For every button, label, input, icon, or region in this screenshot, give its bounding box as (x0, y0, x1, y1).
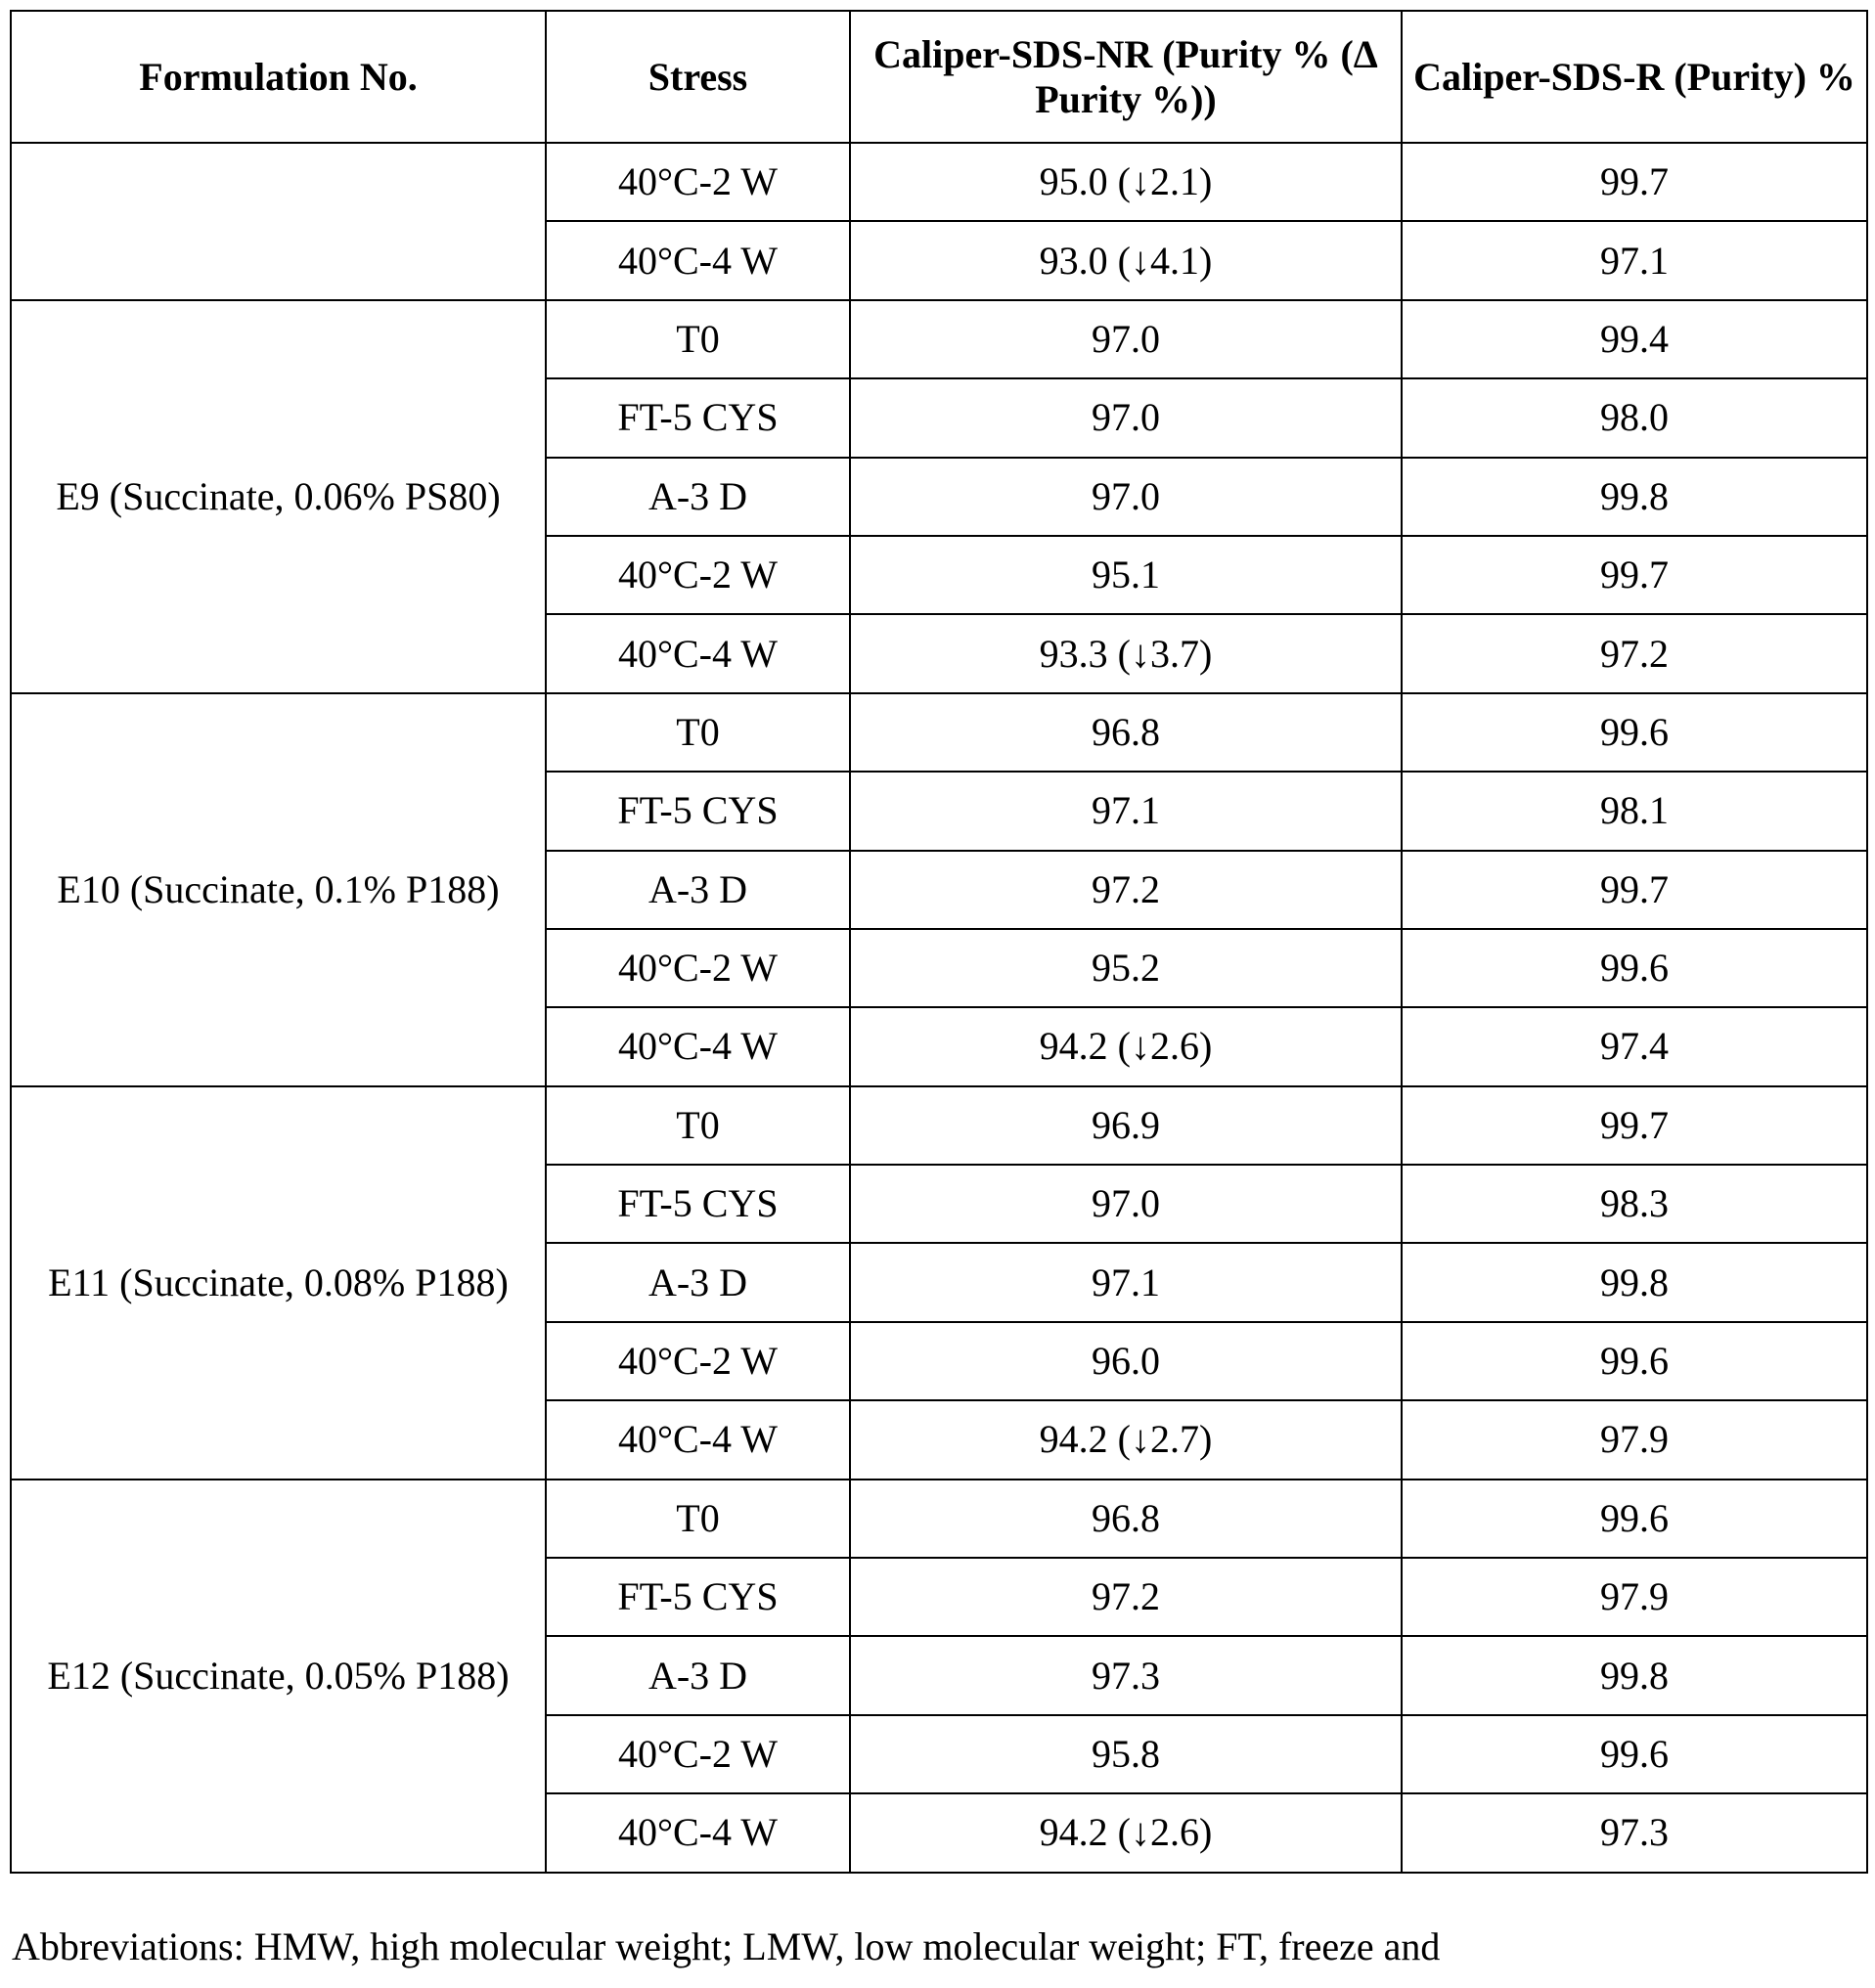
table-cell: 94.2 (↓2.6) (850, 1007, 1402, 1085)
table-cell: 99.8 (1402, 458, 1867, 536)
table-cell: 40°C-4 W (546, 221, 850, 299)
table-cell: 99.6 (1402, 1480, 1867, 1558)
table-cell: 95.1 (850, 536, 1402, 614)
table-cell: 99.7 (1402, 851, 1867, 929)
table-cell: 99.4 (1402, 300, 1867, 378)
table-cell: 40°C-4 W (546, 1007, 850, 1085)
table-cell: 40°C-2 W (546, 1322, 850, 1400)
table-row: E9 (Succinate, 0.06% PS80)T097.099.4 (11, 300, 1867, 378)
table-cell: 97.3 (850, 1636, 1402, 1714)
table-cell: FT-5 CYS (546, 772, 850, 850)
table-cell: 96.0 (850, 1322, 1402, 1400)
table-cell: 40°C-2 W (546, 143, 850, 221)
column-header: Caliper-SDS-R (Purity) % (1402, 11, 1867, 143)
formulation-cell (11, 143, 546, 300)
table-cell: 97.1 (1402, 221, 1867, 299)
table-cell: 97.0 (850, 300, 1402, 378)
table-cell: 97.9 (1402, 1400, 1867, 1479)
table-cell: T0 (546, 300, 850, 378)
table-cell: 96.8 (850, 693, 1402, 772)
table-cell: 97.0 (850, 1165, 1402, 1243)
table-row: E11 (Succinate, 0.08% P188)T096.999.7 (11, 1086, 1867, 1165)
table-cell: 97.2 (1402, 614, 1867, 692)
table-cell: 97.2 (850, 1558, 1402, 1636)
formulation-cell: E12 (Succinate, 0.05% P188) (11, 1480, 546, 1873)
table-cell: 97.9 (1402, 1558, 1867, 1636)
footnote: Abbreviations: HMW, high molecular weigh… (12, 1924, 1440, 1969)
table-cell: 99.6 (1402, 1322, 1867, 1400)
table-cell: 94.2 (↓2.6) (850, 1793, 1402, 1872)
table-row: E10 (Succinate, 0.1% P188)T096.899.6 (11, 693, 1867, 772)
table-cell: 98.1 (1402, 772, 1867, 850)
table-cell: 99.7 (1402, 1086, 1867, 1165)
formulation-cell: E11 (Succinate, 0.08% P188) (11, 1086, 546, 1480)
table-cell: 97.0 (850, 378, 1402, 457)
table-cell: 40°C-4 W (546, 1793, 850, 1872)
formulation-cell: E9 (Succinate, 0.06% PS80) (11, 300, 546, 693)
table-row: 40°C-2 W95.0 (↓2.1)99.7 (11, 143, 1867, 221)
table-cell: T0 (546, 693, 850, 772)
table-cell: 93.0 (↓4.1) (850, 221, 1402, 299)
table-cell: 40°C-2 W (546, 536, 850, 614)
table-cell: 95.8 (850, 1715, 1402, 1793)
table-cell: 98.0 (1402, 378, 1867, 457)
table-cell: 97.3 (1402, 1793, 1867, 1872)
table-cell: A-3 D (546, 1243, 850, 1321)
table-cell: 99.8 (1402, 1636, 1867, 1714)
table-cell: FT-5 CYS (546, 1165, 850, 1243)
table-cell: A-3 D (546, 1636, 850, 1714)
table-cell: 99.7 (1402, 143, 1867, 221)
table-cell: 97.4 (1402, 1007, 1867, 1085)
table-cell: 40°C-4 W (546, 614, 850, 692)
table-cell: 99.6 (1402, 929, 1867, 1007)
table-cell: 96.9 (850, 1086, 1402, 1165)
table-cell: 99.8 (1402, 1243, 1867, 1321)
column-header: Caliper-SDS-NR (Purity % (Δ Purity %)) (850, 11, 1402, 143)
data-table: Formulation No.StressCaliper-SDS-NR (Pur… (10, 10, 1868, 1874)
table-cell: 99.6 (1402, 693, 1867, 772)
table-body: 40°C-2 W95.0 (↓2.1)99.740°C-4 W93.0 (↓4.… (11, 143, 1867, 1873)
formulation-cell: E10 (Succinate, 0.1% P188) (11, 693, 546, 1086)
table-cell: 99.6 (1402, 1715, 1867, 1793)
table-cell: 94.2 (↓2.7) (850, 1400, 1402, 1479)
column-header: Formulation No. (11, 11, 546, 143)
table-cell: 95.2 (850, 929, 1402, 1007)
table-cell: 99.7 (1402, 536, 1867, 614)
table-cell: 97.2 (850, 851, 1402, 929)
table-cell: 93.3 (↓3.7) (850, 614, 1402, 692)
table-cell: 98.3 (1402, 1165, 1867, 1243)
table-cell: A-3 D (546, 458, 850, 536)
table-cell: FT-5 CYS (546, 1558, 850, 1636)
table-cell: 40°C-2 W (546, 929, 850, 1007)
table-cell: 96.8 (850, 1480, 1402, 1558)
header-row: Formulation No.StressCaliper-SDS-NR (Pur… (11, 11, 1867, 143)
table-cell: T0 (546, 1480, 850, 1558)
table-cell: A-3 D (546, 851, 850, 929)
table-cell: 95.0 (↓2.1) (850, 143, 1402, 221)
table-row: E12 (Succinate, 0.05% P188)T096.899.6 (11, 1480, 1867, 1558)
column-header: Stress (546, 11, 850, 143)
table-cell: 97.1 (850, 1243, 1402, 1321)
table-cell: T0 (546, 1086, 850, 1165)
table-cell: 97.1 (850, 772, 1402, 850)
table-cell: 40°C-2 W (546, 1715, 850, 1793)
table-cell: 40°C-4 W (546, 1400, 850, 1479)
table-cell: 97.0 (850, 458, 1402, 536)
table-cell: FT-5 CYS (546, 378, 850, 457)
